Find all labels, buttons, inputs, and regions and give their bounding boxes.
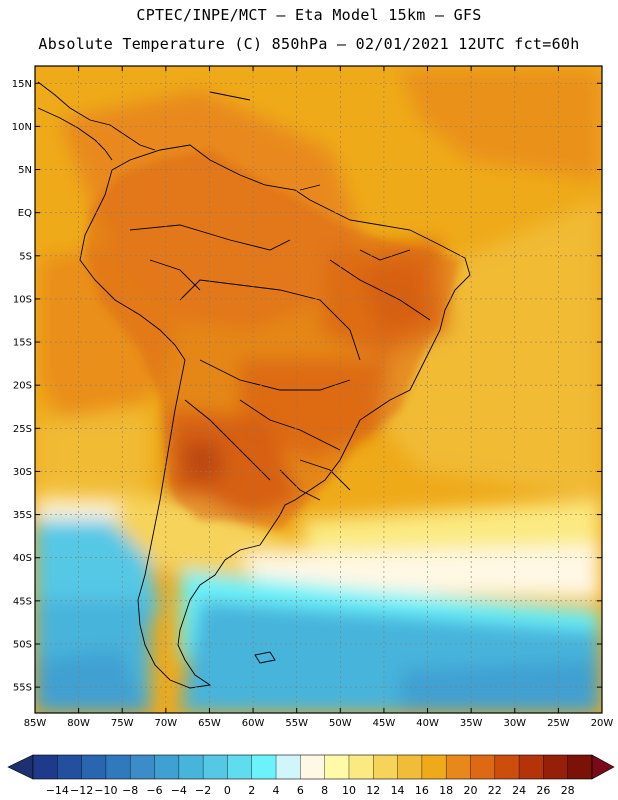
colorbar-label: 22 [488, 784, 502, 797]
colorbar-label: 20 [463, 784, 477, 797]
lat-label: 5N [18, 165, 32, 176]
colorbar-label: −12 [70, 784, 93, 797]
colorbar-swatch [543, 755, 568, 779]
colorbar-swatch [251, 755, 277, 779]
colorbar-swatch [324, 755, 350, 779]
lon-label: 50W [329, 718, 352, 729]
colorbar: −14 −12 −10 −8 −6 −4 −2 0 2 4 6 8 10 12 14 16 18 20 22 24 26… [7, 754, 615, 797]
coastlines [37, 81, 471, 689]
colorbar-frame [32, 754, 593, 780]
lat-label: EQ [18, 208, 32, 219]
lat-label: 55S [13, 683, 32, 694]
lat-label: 15S [13, 338, 32, 349]
colorbar-label: −2 [195, 784, 211, 797]
temperature-field [35, 66, 602, 713]
colorbar-label: −4 [171, 784, 187, 797]
chart-title-line1: CPTEC/INPE/MCT – Eta Model 15km – GFS [136, 6, 482, 24]
lon-label: 35W [460, 718, 483, 729]
colorbar-swatch [348, 755, 374, 779]
lat-label: 5S [19, 251, 32, 262]
colorbar-swatch [33, 755, 58, 779]
lon-label: 55W [285, 718, 308, 729]
colorbar-label: 4 [273, 784, 280, 797]
colorbar-swatch [227, 755, 253, 779]
lon-label: 40W [416, 718, 439, 729]
lat-label: 10S [13, 294, 32, 305]
colorbar-label: −10 [94, 784, 117, 797]
map-frame [34, 65, 603, 714]
lat-label: 25S [13, 424, 32, 435]
colorbar-label: 10 [342, 784, 356, 797]
colorbar-swatch [300, 755, 325, 779]
colorbar-swatch [397, 755, 423, 779]
colorbar-swatch [178, 755, 204, 779]
colorbar-label: 6 [297, 784, 304, 797]
colorbar-swatch [446, 755, 471, 779]
colorbar-swatch [130, 755, 155, 779]
lon-label: 25W [547, 718, 570, 729]
colorbar-swatch [567, 755, 593, 779]
lon-label: 30W [503, 718, 526, 729]
lon-label: 65W [198, 718, 221, 729]
lon-label: 60W [242, 718, 265, 729]
lon-label: 80W [67, 718, 90, 729]
colorbar-swatch [276, 755, 301, 779]
lon-label: 70W [155, 718, 178, 729]
colorbar-label: 12 [366, 784, 380, 797]
lon-label: 20W [591, 718, 614, 729]
colorbar-arrow-right [591, 754, 615, 780]
colorbar-arrow-left [7, 754, 34, 780]
colorbar-label: −14 [46, 784, 69, 797]
latitude-axis: 15N 10N 5N EQ 5S 10S 15S 20S 25S 30S 35S 40S 45S 50S 5… [12, 79, 602, 694]
colorbar-swatch [470, 755, 496, 779]
colorbar-label: −8 [122, 784, 138, 797]
lat-label: 15N [12, 79, 32, 90]
colorbar-swatch [494, 755, 520, 779]
colorbar-label: −6 [146, 784, 162, 797]
lat-label: 40S [13, 553, 32, 564]
colorbar-label: 2 [248, 784, 255, 797]
colorbar-swatch [519, 755, 544, 779]
colorbar-swatch [57, 755, 82, 779]
colorbar-swatch [154, 755, 180, 779]
longitude-axis: 85W 80W 75W 70W 65W 60W 55W 50W 45W 40W 35W 30W 25W 2… [24, 66, 614, 729]
colorbar-label: 28 [561, 784, 575, 797]
lon-label: 45W [373, 718, 396, 729]
colorbar-swatch [421, 755, 447, 779]
colorbar-label: 16 [415, 784, 429, 797]
colorbar-swatch [203, 755, 228, 779]
chart-title-line2: Absolute Temperature (C) 850hPa – 02/01/… [38, 35, 580, 53]
lat-label: 20S [13, 381, 32, 392]
lon-label: 75W [111, 718, 134, 729]
lat-label: 45S [13, 596, 32, 607]
lat-label: 30S [13, 467, 32, 478]
colorbar-label: 8 [321, 784, 328, 797]
colorbar-label: 0 [224, 784, 231, 797]
colorbar-swatch [373, 755, 398, 779]
colorbar-label: 14 [391, 784, 405, 797]
lat-label: 35S [13, 510, 32, 521]
colorbar-label: 26 [536, 784, 550, 797]
lat-label: 50S [13, 639, 32, 650]
lon-label: 85W [24, 718, 47, 729]
colorbar-swatch [81, 755, 107, 779]
colorbar-swatch [105, 755, 131, 779]
lat-label: 10N [12, 122, 32, 133]
colorbar-label: 24 [512, 784, 526, 797]
colorbar-label: 18 [439, 784, 453, 797]
